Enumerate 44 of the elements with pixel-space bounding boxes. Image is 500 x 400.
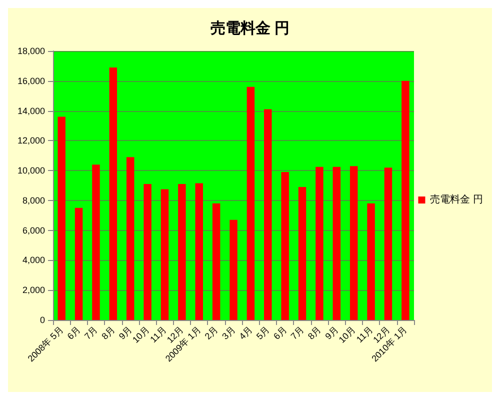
bar [230,220,238,320]
bar [384,168,392,320]
y-tick-label: 16,000 [17,76,45,86]
bar [212,203,220,320]
x-tick-label: 6月 [65,324,82,342]
y-tick-label: 18,000 [17,46,45,56]
x-tick-label: 6月 [272,324,289,342]
y-tick-label: 4,000 [22,255,45,266]
legend-label: 売電料金 円 [430,194,484,206]
x-tick-label: 11月 [354,324,375,344]
bar [350,166,358,320]
bar [160,189,169,320]
x-tick-label: 3月 [220,324,238,342]
x-tick-label: 5月 [254,324,272,342]
bar [332,166,341,320]
bar [92,164,100,320]
bar [74,208,83,320]
x-tick-label: 8月 [306,324,323,342]
bar [178,184,186,320]
bar [144,184,152,320]
x-tick-label: 8月 [100,324,117,342]
y-tick-label: 6,000 [22,225,45,236]
chart-title: 売電料金 円 [210,20,290,37]
bar [298,186,306,320]
y-tick-label: 12,000 [17,136,45,146]
bar [316,166,324,320]
bar [367,203,375,320]
y-tick-label: 0 [40,315,45,325]
bar [195,183,203,320]
bar [402,80,410,320]
bar [58,116,66,320]
x-tick-label: 7月 [82,324,100,342]
x-tick-label: 7月 [288,324,306,342]
y-tick-label: 2,000 [22,285,45,296]
bar [281,172,289,320]
bar [246,86,255,320]
y-tick-label: 8,000 [22,195,45,206]
y-tick-label: 14,000 [17,106,45,116]
bar [264,109,272,320]
bar [126,157,134,320]
y-tick-label: 10,000 [17,166,45,176]
x-tick-label: 2月 [202,324,220,342]
x-tick-label: 4月 [237,324,254,342]
bar [109,67,118,320]
